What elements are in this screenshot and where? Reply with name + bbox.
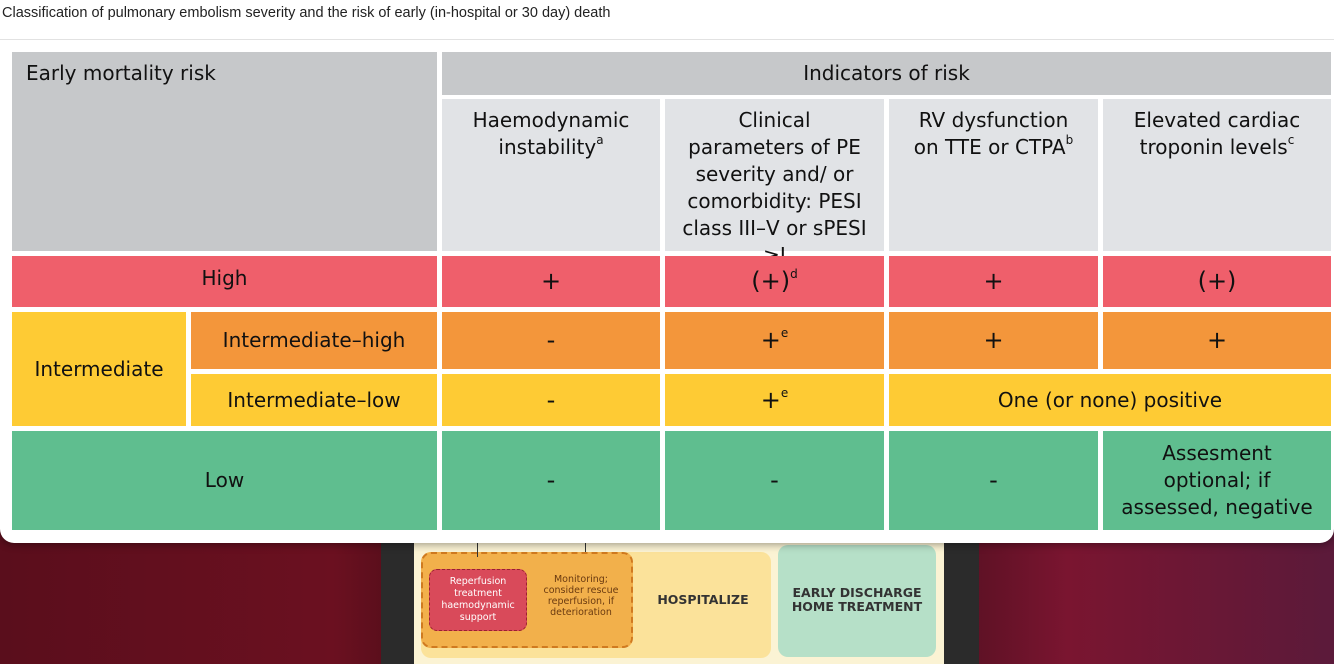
- int-high-c2: +: [760, 326, 781, 354]
- footnote-c: c: [1287, 133, 1295, 147]
- int-low-clinical: +e: [665, 374, 884, 426]
- header-indicators-of-risk: Indicators of risk: [442, 52, 1331, 95]
- high-clinical: (+)d: [665, 256, 884, 307]
- footnote-b: b: [1065, 133, 1074, 147]
- header-early-mortality-risk: Early mortality risk: [12, 52, 437, 251]
- high-c3: +: [983, 267, 1004, 295]
- int-high-label: Intermediate–high: [222, 328, 406, 352]
- int-high-troponin: +: [1103, 312, 1331, 369]
- header-col-clinical-parameters: Clinical parameters of PE severity and/ …: [665, 99, 884, 267]
- low-clinical: -: [665, 431, 884, 530]
- high-rv: +: [889, 256, 1098, 307]
- header-col-rv-label: RV dysfunction on TTE or CTPA: [913, 108, 1069, 159]
- int-low-c1: -: [546, 385, 556, 414]
- flow-reperfusion-text: Reperfusion treatment haemodynamic suppo…: [441, 576, 515, 623]
- footnote-d: d: [790, 267, 798, 281]
- flow-discharge-box: [778, 545, 936, 657]
- low-haemodynamic: -: [442, 431, 660, 530]
- int-high-c3: +: [983, 326, 1004, 354]
- int-high-c1: -: [546, 326, 556, 354]
- header-col-troponin-label: Elevated cardiac troponin levels: [1133, 108, 1301, 159]
- header-early-mortality-risk-label: Early mortality risk: [26, 61, 216, 85]
- flow-arrow: [585, 543, 586, 552]
- low-c3: -: [989, 466, 998, 494]
- header-col-haemodynamic-label: Haemodynamic instability: [472, 108, 630, 159]
- low-rv: -: [889, 431, 1098, 530]
- high-c2: (+): [751, 267, 791, 295]
- high-label: High: [201, 266, 248, 290]
- header-col-troponin: Elevated cardiac troponin levelsc: [1103, 99, 1331, 251]
- flow-hospitalize-text: HOSPITALIZE: [657, 592, 749, 607]
- header-col-clinical-label: Clinical parameters of PE severity and/ …: [682, 108, 867, 267]
- intermediate-label: Intermediate: [34, 356, 164, 381]
- footnote-e: e: [780, 385, 789, 400]
- figure-caption: Classification of pulmonary embolism sev…: [2, 5, 611, 21]
- int-low-label: Intermediate–low: [227, 387, 401, 412]
- flow-discharge-text: EARLY DISCHARGE HOME TREATMENT: [791, 585, 923, 614]
- row-high-label: High: [12, 256, 437, 307]
- footnote-e: e: [780, 326, 789, 340]
- int-high-clinical: +e: [665, 312, 884, 369]
- row-intermediate-low-label: Intermediate–low: [191, 374, 437, 426]
- high-c1: +: [540, 267, 562, 295]
- row-intermediate-high-label: Intermediate–high: [191, 312, 437, 369]
- flow-reperfusion-box: Reperfusion treatment haemodynamic suppo…: [429, 569, 527, 631]
- image-popup: Classification of pulmonary embolism sev…: [0, 5, 1334, 530]
- high-troponin: (+): [1103, 256, 1331, 307]
- low-c4: Assesment optional; if assessed, negativ…: [1121, 441, 1313, 519]
- footnote-a: a: [596, 133, 604, 147]
- low-c1: -: [546, 466, 556, 494]
- flow-intermediate-box: [421, 552, 633, 648]
- int-high-haemodynamic: -: [442, 312, 660, 369]
- low-c2: -: [770, 466, 779, 494]
- low-troponin: Assesment optional; if assessed, negativ…: [1103, 431, 1331, 530]
- header-col-haemodynamic: Haemodynamic instabilitya: [442, 99, 660, 251]
- int-low-c2: +: [760, 385, 781, 414]
- row-intermediate-label: Intermediate: [12, 312, 186, 426]
- header-indicators-label: Indicators of risk: [803, 61, 970, 85]
- int-low-haemodynamic: -: [442, 374, 660, 426]
- flow-arrow: [477, 543, 478, 557]
- int-high-c4: +: [1206, 326, 1228, 354]
- divider: [0, 39, 1334, 40]
- int-low-c34: One (or none) positive: [997, 387, 1223, 412]
- int-low-rv-troponin: One (or none) positive: [889, 374, 1331, 426]
- row-low-label: Low: [12, 431, 437, 530]
- flow-monitoring-text: Monitoring; consider rescue reperfusion,…: [543, 574, 619, 618]
- low-label: Low: [204, 468, 245, 492]
- header-col-rv-dysfunction: RV dysfunction on TTE or CTPAb: [889, 99, 1098, 251]
- high-haemodynamic: +: [442, 256, 660, 307]
- high-c4: (+): [1197, 267, 1237, 295]
- int-high-rv: +: [889, 312, 1098, 369]
